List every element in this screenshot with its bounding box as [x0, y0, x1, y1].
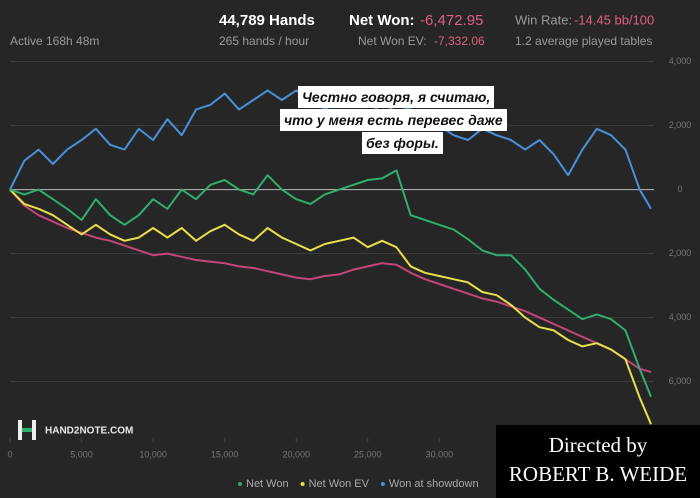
credits: Directed by ROBERT B. WEIDE: [496, 425, 700, 498]
hands: 44,789 Hands: [219, 12, 315, 29]
y-tick-label: 2,000: [669, 248, 692, 258]
active-time: Active 168h 48m: [10, 34, 99, 48]
logo-text: HAND2NOTE.COM: [45, 426, 133, 437]
legend-marker: [380, 482, 385, 486]
y-tick-label: 6,000: [669, 376, 692, 386]
legend-label: Net Won EV: [309, 478, 370, 490]
caption-line: Честно говоря, я считаю,: [298, 86, 495, 108]
x-tick-label: 0: [7, 449, 12, 459]
series-line: [9, 188, 652, 425]
win-rate-label: Win Rate:: [515, 12, 572, 27]
legend-marker: [238, 482, 242, 486]
legend-label: Net Won: [246, 478, 289, 490]
series-line: [9, 169, 652, 398]
logo-icon: [18, 420, 36, 440]
x-tick-label: 20,000: [282, 449, 310, 459]
caption-line: без форы.: [362, 132, 443, 154]
x-tick-label: 25,000: [354, 449, 382, 459]
net-won-ev: -7,332.06: [434, 34, 485, 48]
hands-rate: 265 hands / hour: [219, 34, 309, 48]
x-tick-label: 5,000: [70, 449, 93, 459]
legend-marker: [300, 482, 305, 486]
y-tick-label: 2,000: [669, 120, 692, 130]
tables: 1.2 average played tables: [515, 34, 652, 48]
net-won: -6,472.95: [420, 12, 483, 29]
x-tick-label: 15,000: [211, 449, 239, 459]
y-tick-label: 4,000: [669, 56, 692, 66]
x-tick-label: 30,000: [426, 449, 454, 459]
net-won-label: Net Won:: [349, 12, 415, 29]
x-tick-label: 10,000: [139, 449, 167, 459]
win-rate: -14.45 bb/100: [574, 12, 654, 27]
credit-line: ROBERT B. WEIDE: [508, 462, 688, 486]
y-tick-label: 0: [677, 184, 682, 194]
y-tick-label: 4,000: [669, 312, 692, 322]
net-won-ev-label: Net Won EV:: [358, 34, 427, 48]
legend-label: Won at showdown: [389, 478, 479, 490]
series-line: [9, 188, 652, 373]
credit-line: Directed by: [548, 433, 648, 457]
caption-line: что у меня есть перевес даже: [280, 109, 507, 131]
